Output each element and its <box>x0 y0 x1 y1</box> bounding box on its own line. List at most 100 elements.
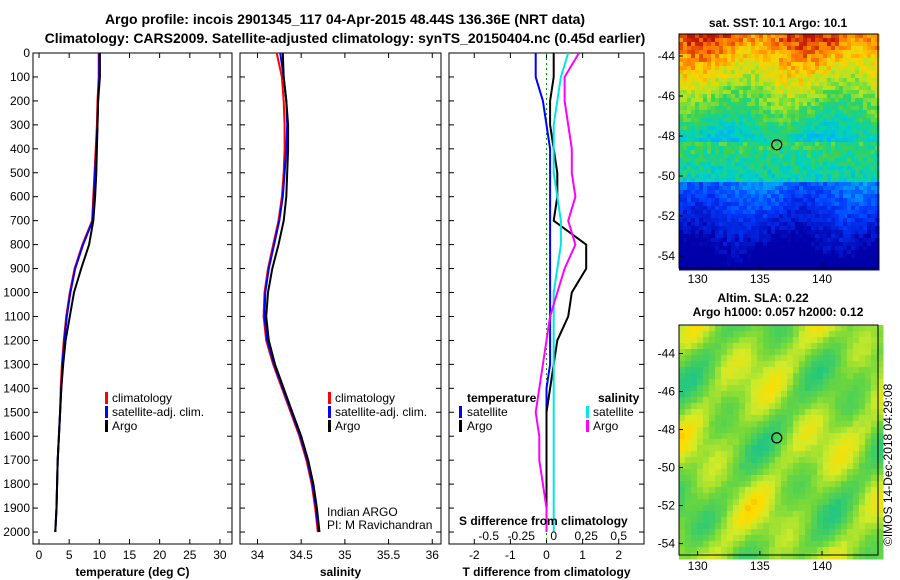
map-cell <box>863 54 868 59</box>
map-cell <box>679 138 684 143</box>
map-cell <box>755 42 760 47</box>
map-cell <box>697 475 704 482</box>
map-cell <box>715 242 720 247</box>
map-cell <box>863 202 868 207</box>
map-cell <box>791 34 796 39</box>
map-cell <box>787 70 792 75</box>
map-cell <box>739 487 746 494</box>
map-cell <box>755 218 760 223</box>
map-cell <box>699 198 704 203</box>
map-cell <box>679 42 684 47</box>
map-cell <box>831 46 836 51</box>
map-cell <box>787 218 792 223</box>
map-cell <box>703 190 708 195</box>
map-cell <box>739 463 746 470</box>
map-cell <box>685 421 692 428</box>
map-cell <box>763 82 768 87</box>
map-cell <box>847 535 854 542</box>
map-cell <box>805 367 812 374</box>
map-cell <box>683 186 688 191</box>
map-cell <box>859 54 864 59</box>
map-cell <box>731 66 736 71</box>
map-cell <box>679 66 684 71</box>
map-cell <box>695 170 700 175</box>
map-cell <box>727 457 734 464</box>
map-cell <box>815 174 820 179</box>
map-cell <box>751 190 756 195</box>
map-cell <box>697 541 704 548</box>
map-cell <box>679 190 684 195</box>
map-cell <box>841 439 848 446</box>
map-cell <box>793 325 800 332</box>
map-cell <box>835 82 840 87</box>
map-cell <box>807 142 812 147</box>
map-cell <box>867 134 872 139</box>
map-cell <box>699 226 704 231</box>
map-cell <box>707 258 712 263</box>
map-cell <box>715 210 720 215</box>
map-cell <box>763 202 768 207</box>
map-cell <box>733 553 740 560</box>
map-cell <box>759 142 764 147</box>
map-cell <box>719 94 724 99</box>
map-cell <box>727 343 734 350</box>
map-cell <box>811 122 816 127</box>
map-cell <box>853 547 860 554</box>
map-cell <box>811 427 818 434</box>
map-cell <box>699 86 704 91</box>
map-cell <box>855 54 860 59</box>
map-cell <box>783 214 788 219</box>
map-cell <box>811 118 816 123</box>
map-cell <box>763 78 768 83</box>
map-cell <box>827 226 832 231</box>
map-cell <box>815 70 820 75</box>
map-cell <box>683 250 688 255</box>
x-tick-label: 140 <box>812 559 832 573</box>
map-cell <box>779 246 784 251</box>
map-cell <box>697 511 704 518</box>
map-cell <box>775 170 780 175</box>
map-cell <box>867 142 872 147</box>
map-cell <box>853 397 860 404</box>
map-cell <box>751 114 756 119</box>
map-cell <box>721 547 728 554</box>
map-cell <box>735 214 740 219</box>
map-cell <box>695 110 700 115</box>
map-cell <box>757 439 764 446</box>
map-cell <box>799 481 806 488</box>
map-cell <box>811 170 816 175</box>
map-cell <box>859 94 864 99</box>
map-cell <box>745 463 752 470</box>
map-cell <box>687 186 692 191</box>
map-cell <box>783 158 788 163</box>
map-cell <box>871 487 878 494</box>
map-cell <box>735 138 740 143</box>
map-cell <box>817 463 824 470</box>
map-cell <box>803 38 808 43</box>
map-cell <box>859 138 864 143</box>
map-cell <box>703 553 710 560</box>
map-cell <box>859 74 864 79</box>
map-cell <box>787 481 794 488</box>
map-cell <box>847 198 852 203</box>
map-cell <box>763 367 770 374</box>
map-cell <box>733 415 740 422</box>
map-cell <box>679 62 684 67</box>
map-cell <box>823 451 830 458</box>
map-cell <box>799 529 806 536</box>
map-cell <box>863 118 868 123</box>
map-cell <box>769 451 776 458</box>
map-cell <box>721 529 728 536</box>
map-cell <box>823 262 828 267</box>
map-cell <box>807 46 812 51</box>
map-cell <box>763 379 770 386</box>
map-cell <box>699 46 704 51</box>
map-cell <box>835 90 840 95</box>
map-cell <box>723 62 728 67</box>
map-cell <box>687 166 692 171</box>
map-cell <box>803 94 808 99</box>
map-cell <box>823 42 828 47</box>
map-cell <box>739 146 744 151</box>
map-cell <box>831 174 836 179</box>
map-cell <box>877 547 884 554</box>
